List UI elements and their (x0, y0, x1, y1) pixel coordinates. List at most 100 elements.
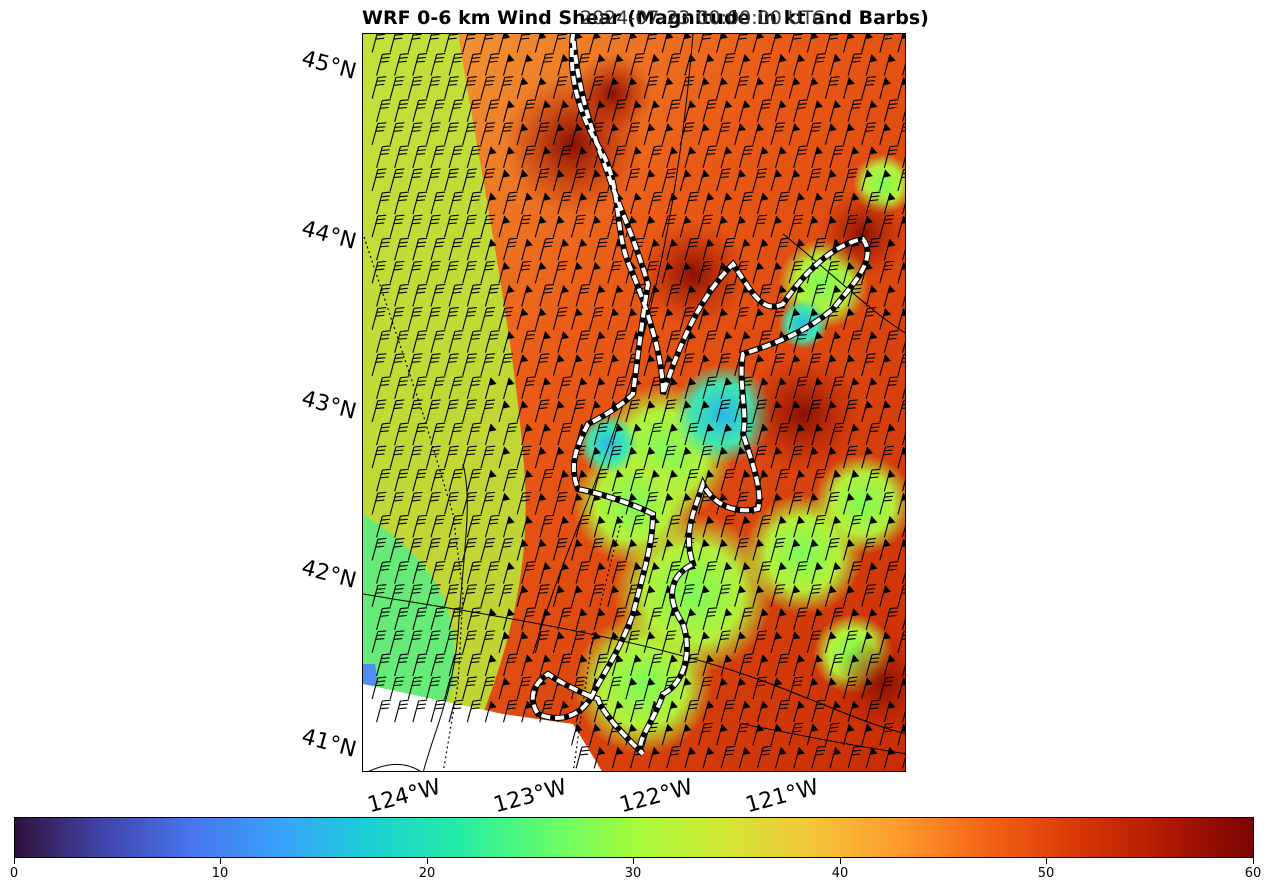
wind-barb (770, 262, 783, 284)
wind-barb (861, 215, 873, 238)
wind-barb (425, 399, 441, 423)
wind-barb (661, 262, 674, 284)
wind-barb (756, 514, 772, 538)
wind-barb (734, 446, 746, 469)
wind-barb (806, 630, 822, 654)
wind-barb (829, 562, 842, 584)
wind-barb (684, 100, 697, 122)
wind-barb (716, 215, 728, 238)
county-border (368, 763, 421, 771)
plot-title: WRF 0-6 km Wind Shear (Magnitude in kt a… (362, 7, 929, 29)
colorbar-label: 50 (1037, 866, 1055, 881)
wind-barb (516, 585, 529, 607)
wind-barb (883, 238, 896, 261)
wind-barb (793, 700, 805, 723)
lat-label-42: 42°N (298, 555, 359, 594)
wind-barb (611, 423, 624, 446)
wind-barb (720, 423, 733, 446)
wind-barb (774, 516, 787, 538)
wind-barb (879, 308, 892, 330)
wind-barb (861, 122, 876, 145)
wind-barb (570, 585, 583, 607)
wind-barb (824, 677, 837, 700)
wind-barb (720, 654, 733, 677)
wind-barb (484, 654, 497, 677)
wind-barb (811, 53, 827, 76)
wind-barb (793, 516, 805, 538)
wind-barb (444, 353, 459, 376)
wind-barb (371, 307, 387, 330)
wind-barb (861, 34, 873, 53)
wind-barb (516, 308, 529, 330)
wind-barb (720, 53, 736, 76)
wind-barb (498, 446, 511, 469)
lon-label-124: 124°W (364, 774, 444, 819)
wind-barb (448, 561, 464, 584)
wind-barb (716, 539, 728, 561)
wind-barb (412, 191, 428, 215)
wind-barb (462, 260, 477, 284)
wind-barb (738, 191, 754, 215)
wind-barb (629, 192, 642, 215)
wind-barb (643, 631, 656, 654)
wind-barb (738, 238, 751, 261)
wind-barb (480, 307, 496, 330)
wind-barb (865, 562, 878, 584)
wind-barb (430, 376, 446, 400)
wind-barb (394, 191, 409, 215)
wind-barb (770, 584, 786, 607)
wind-barb (702, 654, 715, 677)
wind-barb (607, 585, 620, 607)
wind-barb (793, 54, 805, 76)
wind-barb (643, 677, 656, 700)
wind-barb (484, 608, 497, 630)
wind-barb (394, 468, 409, 492)
wind-barb (589, 446, 601, 469)
wind-barb (702, 607, 718, 630)
wind-barb (539, 468, 555, 492)
lat-label-43: 43°N (298, 386, 359, 425)
wind-barb (376, 607, 391, 630)
wind-barb (648, 100, 660, 122)
wind-barb (552, 585, 565, 607)
wind-barb (643, 169, 656, 192)
wind-barb (684, 747, 697, 769)
wind-barb (865, 331, 878, 353)
shear-patch-blue (363, 664, 378, 689)
wind-barb (897, 539, 905, 561)
wind-barb (480, 537, 496, 561)
wind-barb (788, 445, 804, 469)
wind-barb (629, 100, 642, 122)
wind-barb (806, 677, 819, 700)
wind-barb (661, 493, 674, 515)
map-panel[interactable] (362, 33, 906, 772)
wind-barb (720, 283, 736, 307)
wind-barb (425, 214, 441, 238)
wind-barb (684, 191, 700, 215)
shear-patch (638, 219, 748, 329)
wind-barb (661, 168, 677, 192)
wind-barb (901, 562, 905, 584)
wind-barb (389, 584, 405, 607)
wind-barb (901, 654, 905, 677)
wind-barb (738, 516, 751, 538)
wind-barb (861, 446, 873, 469)
wind-barb (521, 330, 536, 353)
wind-barb (716, 168, 731, 192)
wind-barb (407, 584, 423, 607)
wind-barb (738, 607, 754, 630)
wind-barb (484, 469, 497, 492)
wind-barb (661, 723, 674, 746)
wind-barb (879, 400, 892, 423)
wind-barb (430, 468, 446, 492)
wind-barb (593, 377, 606, 400)
wind-barb (552, 631, 565, 654)
wind-barb (516, 77, 529, 99)
wind-barb (462, 34, 476, 53)
wind-barb (376, 191, 391, 215)
wind-barb (829, 469, 842, 492)
wind-barb (829, 145, 845, 169)
wind-barb (829, 191, 845, 215)
wind-barb (661, 445, 677, 469)
wind-barb (516, 631, 529, 654)
